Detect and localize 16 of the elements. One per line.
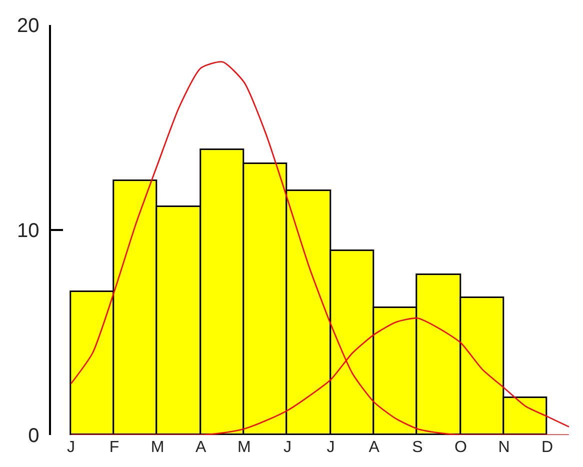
x-tick-label: F [109, 439, 120, 456]
line-series [70, 61, 570, 435]
y-tick-label: 10 [17, 220, 40, 242]
x-tick-label: J [326, 439, 335, 456]
y-tick-label: 20 [17, 15, 40, 37]
x-tick-label: J [283, 439, 292, 456]
x-tick-label: A [368, 439, 380, 456]
x-tick-label: S [412, 439, 423, 456]
x-tick-label: N [498, 439, 510, 456]
x-tick-label: A [196, 439, 207, 456]
x-tick-label: M [150, 439, 164, 456]
x-tick-label: O [454, 439, 467, 456]
x-tick-label: M [238, 439, 251, 456]
y-tick-label: 0 [28, 425, 40, 447]
x-tick-label: D [542, 439, 554, 456]
x-tick-label: J [66, 439, 75, 456]
